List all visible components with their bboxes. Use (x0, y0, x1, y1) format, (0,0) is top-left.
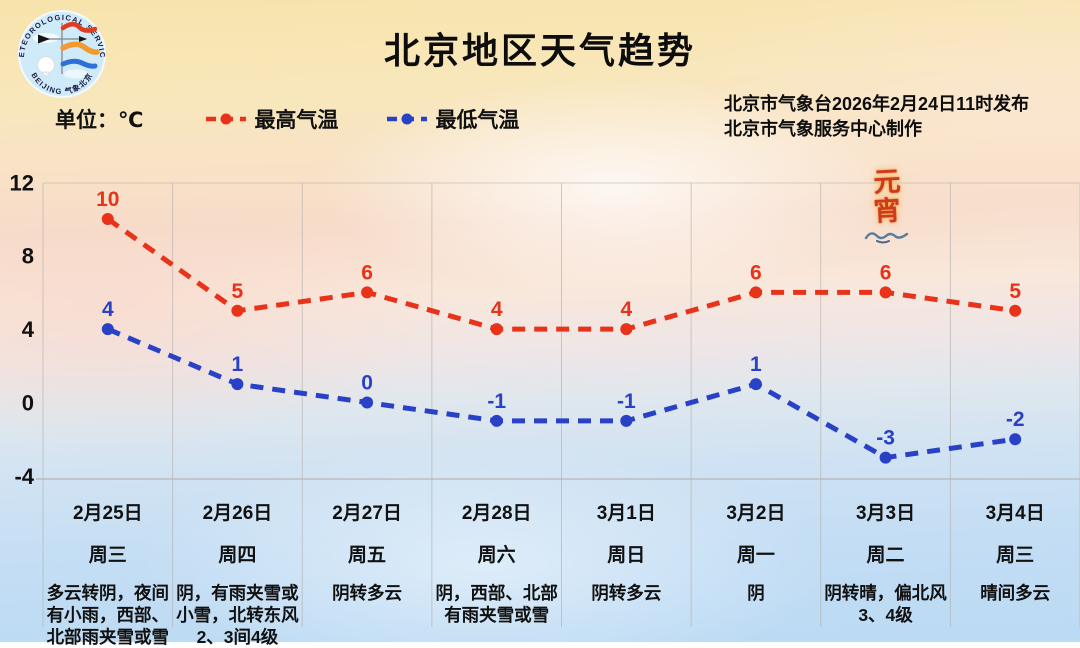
y-tick-label: -4 (14, 464, 34, 489)
unit-label: 单位：℃ (55, 109, 144, 132)
issue-info-line2: 北京市气象服务中心制作 (724, 119, 922, 139)
data-point-value-label: 4 (620, 298, 632, 321)
data-point-marker (490, 414, 503, 427)
data-point-value-label: -3 (876, 427, 895, 450)
data-point-marker (749, 286, 762, 299)
data-point-marker (231, 304, 244, 317)
data-point-value-label: 6 (750, 261, 762, 284)
legend-row: 单位：℃ 最高气温 最低气温 (55, 104, 567, 134)
legend-max-temp: 最高气温 (205, 104, 338, 134)
day-date: 2月25日 (72, 503, 143, 524)
day-forecast-text: 阴转多云 (332, 583, 403, 603)
data-point-marker (620, 323, 633, 336)
y-axis-tick-labels: 12 8 4 0 -4 (10, 170, 35, 489)
data-point-value-label: 4 (491, 298, 503, 321)
day-column-1: 2月25日 周三 多云转阴，夜间 有小雨，西部、 北部雨夹雪或雪 (43, 490, 173, 648)
day-date: 2月26日 (202, 503, 273, 524)
day-column-3: 2月27日 周五 阴转多云 (302, 490, 432, 648)
day-weekday: 周日 (607, 545, 646, 566)
data-point-marker (361, 396, 374, 409)
day-column-8: 3月4日 周三 晴间多云 (950, 490, 1080, 648)
issue-info-line1: 北京市气象台2026年2月24日11时发布 (724, 94, 1030, 114)
data-point-marker (1009, 433, 1022, 446)
y-tick-label: 12 (10, 170, 34, 195)
legend-max-temp-label: 最高气温 (254, 109, 339, 132)
series-line (106, 326, 1016, 461)
day-column-7: 3月3日 周二 阴转晴，偏北风 3、4级 (821, 490, 951, 648)
legend-min-temp-label: 最低气温 (435, 109, 520, 132)
day-weekday: 周三 (88, 545, 127, 566)
day-forecast-text: 阴，有雨夹雪或 小雪，北转东风 2、3间4级 (176, 583, 299, 647)
data-point-value-label: -2 (1006, 408, 1025, 431)
data-point-marker (490, 323, 503, 336)
data-point-marker (879, 286, 892, 299)
data-point-marker (361, 286, 374, 299)
data-point-value-label: 5 (1009, 280, 1021, 303)
legend-min-temp: 最低气温 (386, 104, 519, 134)
data-point-value-label: 0 (361, 372, 373, 395)
day-forecast-text: 阴，西部、北部 有雨夹雪或雪 (435, 583, 558, 625)
day-weekday: 周二 (866, 545, 905, 566)
day-date: 2月27日 (332, 503, 402, 524)
max-temp-series: 10 5 6 4 4 6 6 5 (96, 188, 1022, 336)
day-weekday: 周六 (477, 545, 516, 566)
issue-info: 北京市气象台2026年2月24日11时发布 北京市气象服务中心制作 (724, 92, 1029, 142)
data-point-value-label: 10 (96, 188, 119, 211)
min-temp-series: 4 1 0 -1 -1 1 -3 -2 (101, 298, 1025, 464)
data-point-value-label: -1 (617, 390, 636, 413)
data-point-marker (101, 323, 114, 336)
min-temp-dashed-line-icon (387, 113, 428, 125)
day-date: 3月3日 (855, 503, 916, 524)
day-forecast-text: 阴转晴，偏北风 3、4级 (824, 583, 947, 625)
data-point-value-label: 6 (361, 261, 373, 284)
data-point-value-label: -1 (487, 390, 506, 413)
day-forecast-text: 晴间多云 (980, 583, 1051, 603)
day-weekday: 周四 (218, 545, 257, 566)
data-point-value-label: 1 (750, 353, 762, 376)
data-point-value-label: 5 (232, 280, 244, 303)
day-weekday: 周三 (996, 545, 1035, 566)
data-point-marker (101, 213, 114, 225)
day-forecast-text: 多云转阴，夜间 有小雨，西部、 北部雨夹雪或雪 (46, 583, 170, 647)
day-column-5: 3月1日 周日 阴转多云 (562, 490, 692, 648)
data-point-marker (879, 451, 892, 464)
data-point-value-label: 4 (102, 298, 114, 321)
data-point-marker (620, 414, 633, 427)
day-forecast-text: 阴 (747, 583, 765, 603)
day-column-2: 2月26日 周四 阴，有雨夹雪或 小雪，北转东风 2、3间4级 (173, 490, 303, 648)
day-column-6: 3月2日 周一 阴 (691, 490, 821, 648)
day-weekday: 周五 (348, 545, 387, 566)
y-tick-label: 4 (22, 317, 35, 342)
beijing-meteorological-service-logo-icon: METEOROLOGICAL SERVICE BEIJING 气象北京 (16, 8, 106, 98)
day-weekday: 周一 (736, 545, 775, 566)
data-point-marker (749, 378, 762, 391)
data-point-marker (1009, 304, 1022, 317)
y-tick-label: 8 (22, 244, 34, 269)
day-forecast-text: 阴转多云 (591, 583, 662, 603)
day-date: 2月28日 (461, 503, 532, 524)
y-tick-label: 0 (22, 391, 34, 416)
day-date: 3月2日 (726, 503, 786, 524)
day-columns: 2月25日 周三 多云转阴，夜间 有小雨，西部、 北部雨夹雪或雪 2月26日 周… (43, 490, 1080, 648)
series-line (106, 216, 1016, 332)
day-date: 3月1日 (596, 503, 656, 524)
day-column-4: 2月28日 周六 阴，西部、北部 有雨夹雪或雪 (432, 490, 562, 648)
data-point-value-label: 1 (232, 353, 244, 376)
data-point-marker (231, 378, 244, 391)
page-title: 北京地区天气趋势 (383, 30, 696, 71)
day-date: 3月4日 (985, 503, 1045, 524)
data-point-value-label: 6 (880, 261, 892, 284)
max-temp-dashed-line-icon (206, 113, 247, 125)
